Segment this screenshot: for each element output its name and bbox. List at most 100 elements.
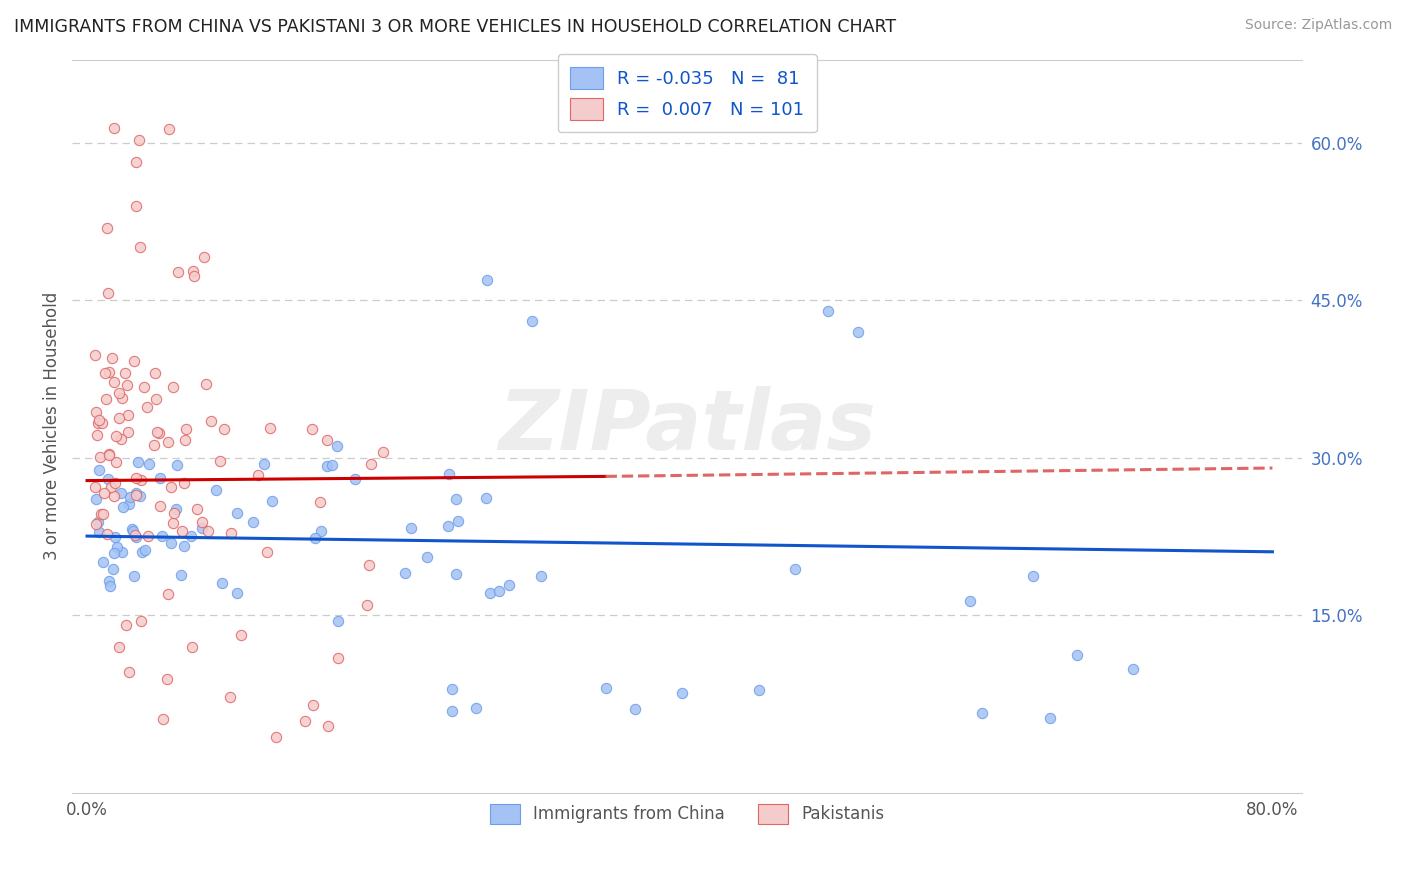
Point — [145, 392, 167, 407]
Point — [118, 665, 141, 679]
Point — [211, 575, 233, 590]
Point — [304, 531, 326, 545]
Point — [373, 445, 395, 459]
Point — [191, 520, 214, 534]
Point — [125, 199, 148, 213]
Point — [475, 272, 498, 286]
Point — [160, 480, 183, 494]
Point — [170, 524, 193, 538]
Point — [111, 544, 134, 558]
Point — [530, 568, 553, 582]
Point — [1066, 648, 1088, 662]
Text: Source: ZipAtlas.com: Source: ZipAtlas.com — [1244, 18, 1392, 32]
Point — [200, 414, 222, 428]
Point — [91, 555, 114, 569]
Point — [97, 366, 120, 380]
Point — [89, 524, 111, 539]
Point — [465, 701, 488, 715]
Point — [118, 497, 141, 511]
Point — [225, 506, 247, 520]
Point — [124, 471, 146, 485]
Point — [441, 682, 464, 697]
Point — [101, 351, 124, 365]
Point — [308, 494, 330, 508]
Point — [97, 285, 120, 300]
Point — [191, 515, 214, 529]
Point — [318, 719, 340, 733]
Point — [149, 471, 172, 485]
Point — [156, 672, 179, 686]
Point — [114, 366, 136, 380]
Point — [96, 221, 118, 235]
Point — [266, 730, 288, 744]
Text: ZIPatlas: ZIPatlas — [498, 385, 876, 467]
Point — [301, 422, 323, 436]
Point — [115, 378, 138, 392]
Point — [89, 450, 111, 465]
Point — [186, 501, 208, 516]
Point — [104, 530, 127, 544]
Point — [129, 614, 152, 628]
Legend: Immigrants from China, Pakistanis: Immigrants from China, Pakistanis — [478, 792, 896, 836]
Point — [180, 640, 202, 655]
Point — [166, 458, 188, 472]
Point — [91, 416, 114, 430]
Point — [90, 507, 112, 521]
Point — [173, 433, 195, 447]
Point — [129, 489, 152, 503]
Point — [846, 325, 869, 339]
Point — [783, 562, 806, 576]
Point — [156, 587, 179, 601]
Point — [136, 400, 159, 414]
Point — [124, 569, 146, 583]
Point — [129, 240, 152, 254]
Point — [316, 433, 339, 447]
Point — [748, 683, 770, 698]
Point — [84, 348, 107, 362]
Point — [165, 501, 187, 516]
Point — [128, 133, 150, 147]
Point — [321, 458, 343, 472]
Point — [1122, 662, 1144, 676]
Point — [117, 425, 139, 439]
Point — [817, 304, 839, 318]
Point — [183, 269, 205, 284]
Point — [97, 574, 120, 588]
Point — [107, 640, 129, 655]
Point — [127, 455, 149, 469]
Point — [103, 489, 125, 503]
Point — [474, 491, 496, 506]
Point — [488, 584, 510, 599]
Point — [124, 527, 146, 541]
Point — [97, 447, 120, 461]
Point — [157, 435, 180, 450]
Point — [197, 524, 219, 538]
Point — [399, 521, 422, 535]
Point — [439, 467, 461, 482]
Point — [93, 507, 115, 521]
Point — [93, 366, 115, 380]
Point — [86, 428, 108, 442]
Point — [256, 545, 278, 559]
Point — [101, 562, 124, 576]
Point — [316, 458, 339, 473]
Point — [105, 540, 128, 554]
Point — [444, 492, 467, 507]
Point — [115, 618, 138, 632]
Point — [110, 485, 132, 500]
Point — [478, 585, 501, 599]
Point — [97, 472, 120, 486]
Y-axis label: 3 or more Vehicles in Household: 3 or more Vehicles in Household — [44, 292, 60, 560]
Point — [129, 473, 152, 487]
Point — [87, 416, 110, 430]
Point — [229, 628, 252, 642]
Point — [166, 265, 188, 279]
Text: IMMIGRANTS FROM CHINA VS PAKISTANI 3 OR MORE VEHICLES IN HOUSEHOLD CORRELATION C: IMMIGRANTS FROM CHINA VS PAKISTANI 3 OR … — [14, 18, 896, 36]
Point — [96, 392, 118, 407]
Point — [671, 686, 693, 700]
Point — [416, 550, 439, 565]
Point — [122, 354, 145, 368]
Point — [959, 594, 981, 608]
Point — [150, 529, 173, 543]
Point — [136, 529, 159, 543]
